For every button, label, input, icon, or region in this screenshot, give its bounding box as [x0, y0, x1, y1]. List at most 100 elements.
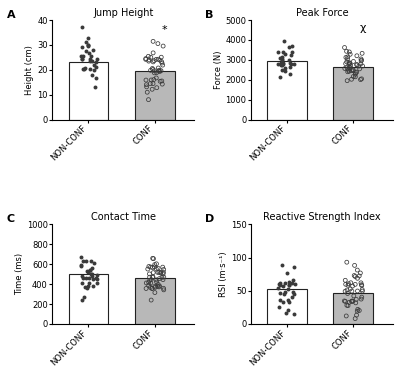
Point	[153, 261, 160, 267]
Point	[147, 81, 154, 87]
Point	[81, 66, 87, 72]
Point	[87, 267, 93, 273]
Point	[282, 289, 288, 295]
Point	[152, 284, 158, 290]
Point	[156, 283, 163, 289]
Point	[93, 76, 100, 82]
Point	[160, 264, 166, 270]
Point	[160, 267, 167, 273]
Point	[275, 61, 282, 67]
Bar	[68, 62, 108, 120]
Point	[343, 313, 350, 319]
Point	[149, 86, 155, 92]
Point	[278, 60, 285, 66]
Point	[352, 71, 358, 77]
Point	[286, 282, 292, 288]
Point	[84, 42, 91, 48]
Point	[346, 59, 352, 65]
Point	[346, 64, 353, 70]
Point	[89, 58, 96, 64]
Point	[358, 61, 364, 67]
Point	[158, 78, 165, 84]
Point	[87, 58, 93, 64]
Point	[146, 278, 153, 283]
Point	[345, 282, 351, 288]
Point	[276, 304, 282, 310]
Title: Jump Height: Jump Height	[93, 8, 154, 18]
Point	[78, 53, 84, 59]
Point	[280, 49, 287, 55]
Point	[352, 273, 358, 279]
Point	[91, 260, 98, 266]
Point	[348, 298, 355, 304]
Point	[290, 277, 296, 283]
Point	[155, 265, 161, 271]
Point	[352, 300, 359, 306]
Point	[158, 54, 164, 60]
Point	[83, 39, 90, 45]
Point	[354, 62, 360, 68]
Point	[275, 49, 282, 55]
Point	[350, 67, 356, 73]
Point	[158, 59, 165, 65]
Point	[88, 258, 94, 264]
Point	[90, 276, 96, 282]
Title: Reactive Strength Index: Reactive Strength Index	[263, 212, 381, 222]
Point	[160, 285, 167, 291]
Point	[285, 286, 292, 292]
Point	[344, 287, 350, 293]
Point	[148, 54, 154, 60]
Point	[348, 62, 354, 68]
Point	[347, 61, 353, 67]
Point	[93, 276, 100, 282]
Point	[159, 274, 165, 280]
Point	[354, 308, 360, 314]
Point	[93, 275, 100, 281]
Point	[282, 280, 288, 286]
Point	[85, 43, 92, 49]
Bar	[135, 71, 174, 120]
Point	[91, 62, 98, 68]
Point	[345, 303, 351, 309]
Point	[85, 35, 91, 41]
Point	[348, 76, 355, 82]
Point	[342, 277, 348, 283]
Point	[151, 70, 158, 76]
Point	[342, 281, 349, 287]
Point	[352, 316, 358, 322]
Point	[84, 285, 90, 291]
Point	[354, 61, 360, 67]
Point	[153, 75, 160, 81]
Point	[86, 280, 93, 286]
Point	[276, 280, 283, 286]
Point	[346, 49, 352, 55]
Point	[157, 57, 163, 63]
Point	[79, 56, 86, 62]
Point	[87, 56, 94, 62]
Point	[283, 310, 290, 316]
Point	[277, 282, 284, 288]
Point	[152, 283, 158, 289]
Bar	[267, 61, 307, 120]
Point	[146, 274, 153, 280]
Point	[291, 264, 297, 270]
Point	[143, 280, 150, 286]
Point	[350, 58, 357, 64]
Point	[278, 60, 284, 66]
Point	[156, 276, 162, 282]
Point	[158, 270, 164, 276]
Point	[281, 291, 287, 297]
Point	[346, 61, 352, 67]
Point	[88, 270, 94, 276]
Bar	[334, 67, 373, 120]
Point	[157, 78, 163, 84]
Point	[78, 262, 84, 268]
Point	[148, 276, 154, 282]
Point	[279, 62, 285, 68]
Point	[150, 274, 156, 280]
Point	[143, 82, 150, 88]
Point	[160, 269, 167, 275]
Point	[345, 281, 352, 287]
Bar	[334, 293, 373, 324]
Point	[358, 57, 365, 63]
